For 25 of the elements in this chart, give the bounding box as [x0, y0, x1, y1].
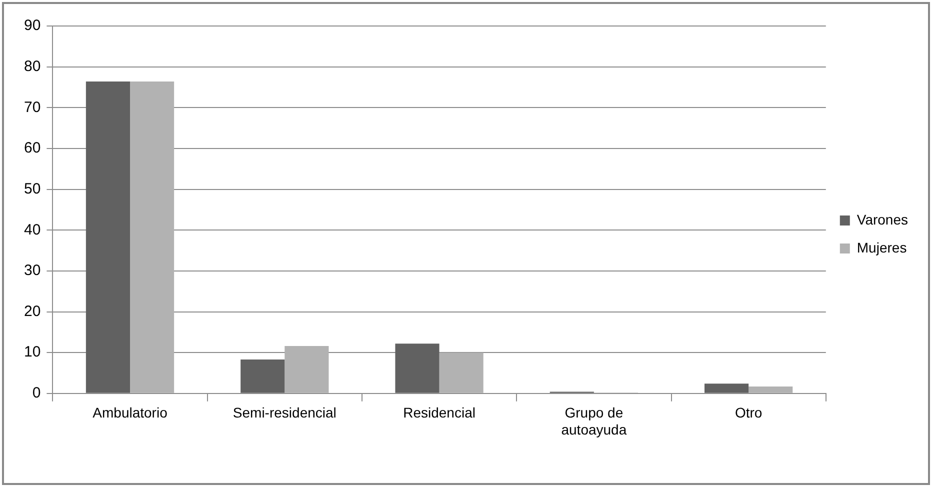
legend-label: Varones — [856, 211, 908, 228]
y-tick-label: 10 — [24, 344, 41, 361]
y-tick-label: 50 — [24, 180, 41, 198]
y-tick-label: 40 — [24, 221, 41, 238]
x-tick-label: Otro — [734, 404, 762, 421]
bar — [439, 352, 484, 393]
y-tick-label: 0 — [32, 384, 41, 402]
x-tick-label: Residencial — [403, 404, 476, 421]
legend-label: Mujeres — [856, 239, 907, 256]
bar — [395, 344, 440, 393]
bar — [86, 82, 130, 393]
x-tick-label: Semi-residencial — [232, 404, 336, 421]
bar — [130, 82, 174, 393]
y-tick-label: 80 — [24, 58, 41, 75]
x-tick-label: Grupo de autoayuda — [561, 404, 627, 438]
y-tick-label: 90 — [24, 17, 41, 34]
bar — [704, 384, 749, 393]
bar — [240, 360, 285, 393]
y-tick-label: 60 — [24, 140, 41, 157]
bar — [284, 346, 329, 393]
bar — [748, 386, 793, 393]
y-tick-label: 30 — [24, 262, 41, 280]
x-tick-label: Ambulatorio — [92, 404, 168, 421]
y-tick-label: 20 — [24, 302, 41, 320]
y-tick-label: 70 — [24, 98, 41, 116]
